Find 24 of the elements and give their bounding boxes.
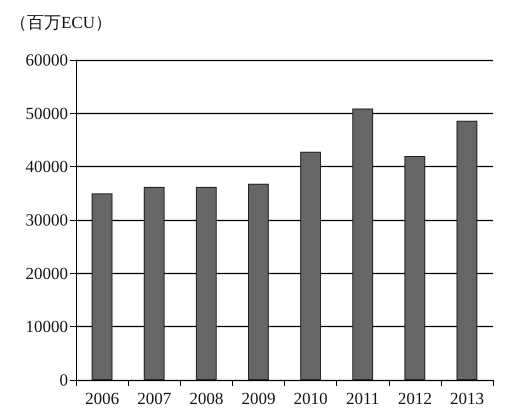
y-tick-label: 60000 xyxy=(26,50,68,70)
x-tick-label: 2010 xyxy=(294,389,328,408)
x-tick-label: 2011 xyxy=(346,389,380,408)
bar xyxy=(196,186,217,380)
y-tick-label: 0 xyxy=(60,370,68,390)
y-axis-title: （百万ECU） xyxy=(10,13,112,32)
x-tick-label: 2006 xyxy=(85,389,120,408)
bar xyxy=(352,108,374,380)
x-tick-label: 2008 xyxy=(189,389,224,408)
bar xyxy=(456,120,478,380)
bar xyxy=(404,156,426,380)
bar xyxy=(144,186,165,380)
x-tick-label: 2009 xyxy=(241,389,276,408)
y-tick-label: 30000 xyxy=(26,210,68,230)
x-tick-label: 2007 xyxy=(137,389,172,408)
bar xyxy=(300,152,321,380)
bar xyxy=(248,184,269,380)
x-tick-label: 2012 xyxy=(398,389,432,408)
bar xyxy=(92,193,112,380)
y-tick-label: 40000 xyxy=(26,157,68,176)
y-tick-label: 10000 xyxy=(26,317,68,336)
y-tick-label: 50000 xyxy=(26,104,68,123)
x-tick-label: 2013 xyxy=(450,389,484,408)
y-tick-label: 20000 xyxy=(26,264,68,283)
